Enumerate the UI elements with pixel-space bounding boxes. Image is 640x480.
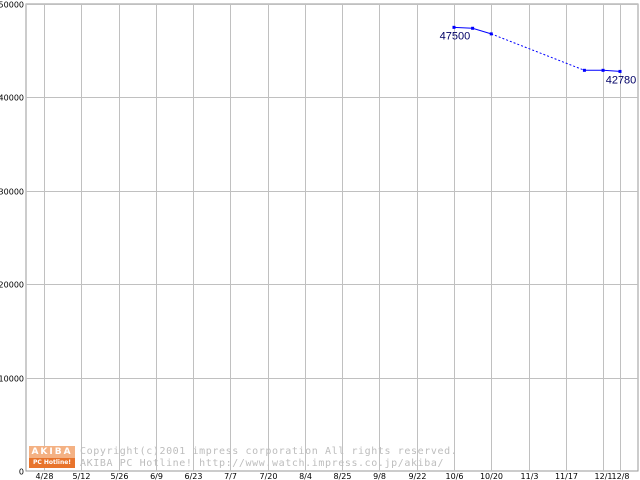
y-tick-label: 20000 bbox=[0, 281, 24, 290]
site-url-watermark: AKIBA PC Hotline! http://www.watch.impre… bbox=[80, 458, 445, 469]
y-tick-label: 0 bbox=[19, 468, 24, 477]
x-tick-label: 8/25 bbox=[334, 472, 352, 480]
x-tick-label: 10/6 bbox=[446, 472, 464, 480]
x-tick-label: 4/28 bbox=[36, 472, 54, 480]
copyright-watermark: Copyright(c)2001 impress corporation All… bbox=[80, 446, 458, 457]
series-line-dotted bbox=[491, 33, 585, 71]
y-tick-label: 10000 bbox=[0, 375, 24, 384]
x-tick-label: 12/1 bbox=[595, 472, 613, 480]
x-tick-label: 11/3 bbox=[521, 472, 539, 480]
x-tick-label: 7/20 bbox=[260, 472, 278, 480]
data-point bbox=[582, 68, 586, 72]
x-tick-label: 5/12 bbox=[73, 472, 91, 480]
plot-area bbox=[25, 3, 639, 472]
data-point bbox=[618, 69, 622, 73]
akiba-logo: AKIBA PC Hotline! bbox=[29, 446, 75, 468]
x-tick-label: 8/4 bbox=[299, 472, 312, 480]
data-label: 47500 bbox=[440, 30, 471, 42]
x-tick-label: 7/7 bbox=[224, 472, 237, 480]
x-tick-label: 11/17 bbox=[555, 472, 578, 480]
x-tick-label: 6/23 bbox=[185, 472, 203, 480]
akiba-logo-text: AKIBA bbox=[29, 446, 75, 458]
x-tick-label: 9/22 bbox=[409, 472, 427, 480]
x-tick-label: 10/20 bbox=[480, 472, 503, 480]
y-tick-label: 30000 bbox=[0, 188, 24, 197]
x-tick-label: 5/26 bbox=[111, 472, 129, 480]
y-tick-label: 50000 bbox=[0, 1, 24, 10]
x-tick-label: 6/9 bbox=[150, 472, 163, 480]
y-tick-label: 40000 bbox=[0, 94, 24, 103]
data-label: 42780 bbox=[606, 74, 637, 86]
x-tick-label: 9/8 bbox=[373, 472, 386, 480]
akiba-logo-subtext: PC Hotline! bbox=[29, 458, 75, 468]
data-point bbox=[489, 32, 493, 36]
data-point bbox=[471, 26, 475, 30]
data-point bbox=[601, 68, 605, 72]
x-tick-label: 12/8 bbox=[612, 472, 630, 480]
data-point bbox=[452, 25, 456, 29]
